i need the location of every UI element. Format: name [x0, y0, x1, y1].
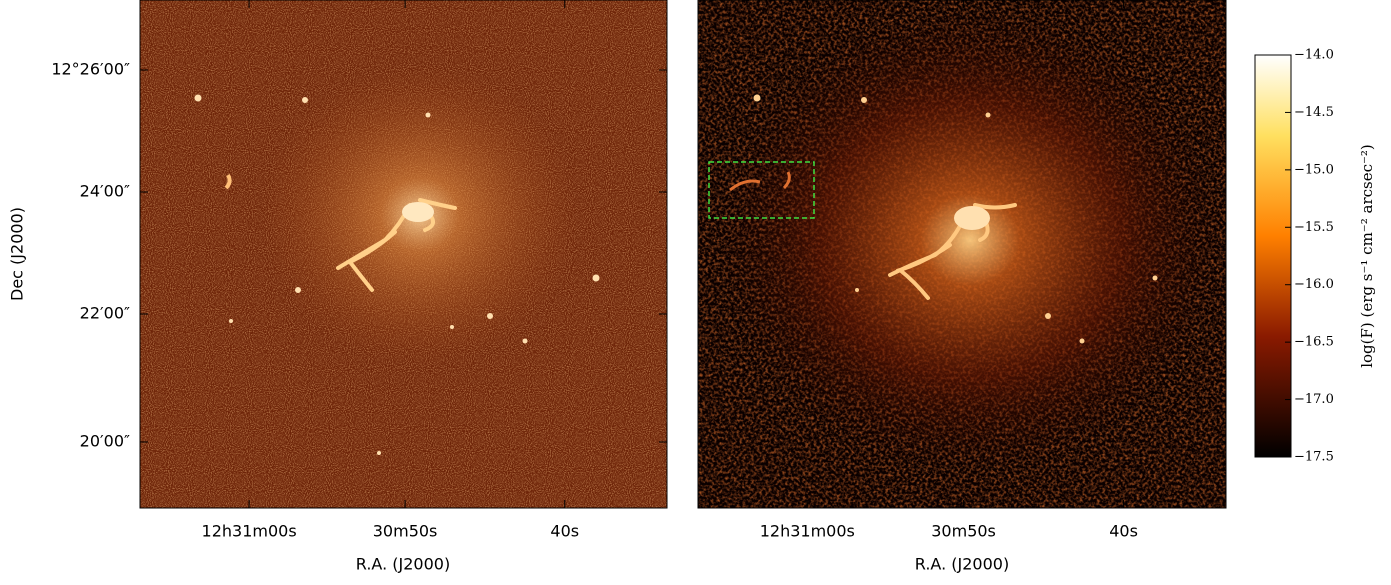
x-tick-label: 12h31m00s [202, 522, 297, 541]
right-frame [697, 0, 1227, 509]
colorbar-tick-label: −14.5 [1294, 105, 1334, 120]
colorbar-tick-label: −17.0 [1294, 392, 1334, 407]
x-tick-label: 12h31m00s [760, 522, 855, 541]
y-tick-label: 12°26′00″ [51, 60, 130, 79]
colorbar-tick-label: −16.0 [1294, 277, 1334, 292]
y-tick-label: 24′00″ [80, 182, 130, 201]
y-tick-label: 20′00″ [80, 432, 130, 451]
x-tick-label: 40s [1109, 522, 1138, 541]
colorbar-tick-label: −15.5 [1294, 220, 1334, 235]
left-frame [139, 0, 668, 509]
x-axis-label: R.A. (J2000) [915, 555, 1009, 574]
x-tick-label: 30m50s [931, 522, 996, 541]
left-image [140, 0, 667, 508]
colorbar-label: log(F) (erg s⁻¹ cm⁻² arcsec⁻²) [1358, 144, 1376, 368]
colorbar-tick-label: −17.5 [1294, 450, 1334, 465]
colorbar-tick-label: −14.0 [1294, 48, 1334, 63]
right-image [698, 0, 1226, 508]
colorbar-tick-label: −16.5 [1294, 335, 1334, 350]
y-tick-label: 22′00″ [80, 304, 130, 323]
x-tick-label: 30m50s [373, 522, 438, 541]
x-tick-label: 40s [550, 522, 579, 541]
x-axis-label: R.A. (J2000) [356, 555, 450, 574]
colorbar-tick-label: −15.0 [1294, 162, 1334, 177]
y-axis-label: Dec (J2000) [8, 207, 27, 301]
colorbar [1254, 54, 1292, 458]
